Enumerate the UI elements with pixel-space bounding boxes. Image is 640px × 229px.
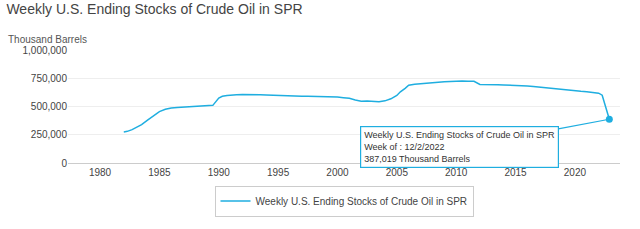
- svg-text:250,000: 250,000: [31, 129, 68, 140]
- svg-text:Weekly U.S. Ending Stocks of C: Weekly U.S. Ending Stocks of Crude Oil i…: [6, 1, 302, 17]
- svg-text:1980: 1980: [89, 167, 112, 178]
- svg-text:2020: 2020: [564, 167, 587, 178]
- svg-text:1995: 1995: [267, 167, 290, 178]
- svg-text:Weekly U.S. Ending Stocks of C: Weekly U.S. Ending Stocks of Crude Oil i…: [364, 130, 555, 163]
- svg-text:Thousand Barrels: Thousand Barrels: [8, 34, 87, 45]
- svg-text:2005: 2005: [386, 167, 409, 178]
- svg-text:750,000: 750,000: [31, 73, 68, 84]
- svg-text:2015: 2015: [504, 167, 527, 178]
- svg-text:2010: 2010: [445, 167, 468, 178]
- svg-text:1990: 1990: [208, 167, 231, 178]
- svg-text:1,000,000: 1,000,000: [23, 45, 68, 56]
- svg-text:500,000: 500,000: [31, 101, 68, 112]
- svg-text:0: 0: [61, 158, 67, 169]
- svg-text:2000: 2000: [326, 167, 349, 178]
- svg-text:1985: 1985: [148, 167, 171, 178]
- svg-text:Weekly U.S. Ending Stocks of C: Weekly U.S. Ending Stocks of Crude Oil i…: [256, 196, 468, 207]
